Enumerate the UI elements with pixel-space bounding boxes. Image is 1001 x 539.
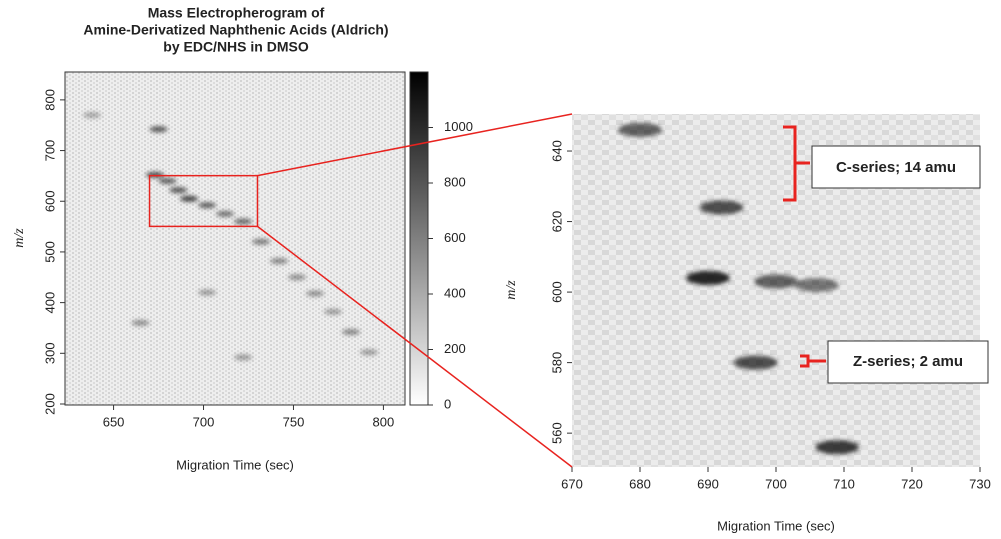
- y-tick-label: 600: [42, 190, 57, 212]
- cell: [234, 218, 253, 225]
- cell: [149, 126, 168, 133]
- cell: [342, 329, 361, 336]
- x-tick-label: 680: [629, 476, 651, 491]
- cell: [198, 202, 217, 209]
- colorbar-tick-label: 800: [444, 174, 466, 189]
- x-tick-label: 690: [697, 476, 719, 491]
- x-axis-label: Migration Time (sec): [176, 457, 294, 472]
- x-tick-label: 700: [765, 476, 787, 491]
- zoom-box: [148, 174, 259, 228]
- cell: [234, 354, 253, 361]
- cell: [288, 274, 307, 281]
- y-tick-label: 620: [549, 211, 564, 233]
- colorbar-tick-label: 600: [444, 230, 466, 245]
- title-line: Mass Electropherogram of: [148, 5, 325, 21]
- cell: [270, 258, 289, 265]
- annotation: C-series; 14 amu: [836, 159, 956, 176]
- cell: [82, 112, 101, 119]
- y-tick-label: 640: [549, 140, 564, 162]
- annotation: Z-series; 2 amu: [853, 353, 963, 370]
- x-tick-label: 670: [561, 476, 583, 491]
- cell: [618, 122, 662, 137]
- y-axis-label: m/z: [504, 280, 519, 300]
- x-tick-label: 730: [969, 476, 991, 491]
- cell: [686, 270, 730, 285]
- cell: [794, 278, 839, 293]
- y-axis-label: m/z: [12, 228, 27, 248]
- cell: [733, 355, 778, 370]
- cell: [169, 187, 188, 194]
- cell: [180, 195, 199, 202]
- cell: [754, 274, 798, 289]
- x-tick-label: 800: [373, 414, 395, 429]
- cells: [618, 122, 860, 455]
- title-line: by EDC/NHS in DMSO: [163, 39, 309, 55]
- cell: [131, 319, 150, 326]
- y-tick-label: 700: [42, 140, 57, 162]
- cell: [158, 177, 177, 184]
- cell: [198, 289, 217, 296]
- annotation-box: [811, 145, 981, 189]
- colorbar-tick-label: 0: [444, 396, 451, 411]
- annotation-box: [827, 340, 989, 384]
- cell: [252, 238, 271, 245]
- y-tick-label: 580: [549, 352, 564, 374]
- cell: [324, 308, 343, 315]
- colorbar-tick-label: 200: [444, 341, 466, 356]
- colorbar-tick-label: 400: [444, 285, 466, 300]
- cell: [699, 200, 744, 215]
- x-axis-label: Migration Time (sec): [717, 518, 835, 533]
- cell: [815, 440, 860, 455]
- y-tick-label: 400: [42, 292, 57, 314]
- y-tick-label: 600: [549, 281, 564, 303]
- y-tick-label: 300: [42, 342, 57, 364]
- cell: [216, 210, 235, 217]
- cell: [145, 171, 164, 178]
- colorbar-tick-label: 1000: [444, 119, 473, 134]
- x-tick-label: 650: [103, 414, 125, 429]
- x-tick-label: 710: [833, 476, 855, 491]
- cell: [306, 290, 325, 297]
- bracket: [783, 125, 810, 202]
- y-tick-label: 500: [42, 241, 57, 263]
- x-tick-label: 700: [193, 414, 215, 429]
- zoom-connector: [257, 225, 573, 468]
- y-tick-label: 800: [42, 89, 57, 111]
- x-tick-label: 750: [283, 414, 305, 429]
- plot-frame: [64, 71, 406, 406]
- x-tick-label: 720: [901, 476, 923, 491]
- y-tick-label: 200: [42, 393, 57, 415]
- bracket: [800, 354, 826, 368]
- plot-background: [65, 72, 405, 405]
- title-line: Amine-Derivatized Naphthenic Acids (Aldr…: [83, 22, 388, 38]
- y-tick-label: 560: [549, 422, 564, 444]
- cell: [360, 349, 379, 356]
- cells: [82, 112, 379, 361]
- zoom-connector: [257, 113, 573, 177]
